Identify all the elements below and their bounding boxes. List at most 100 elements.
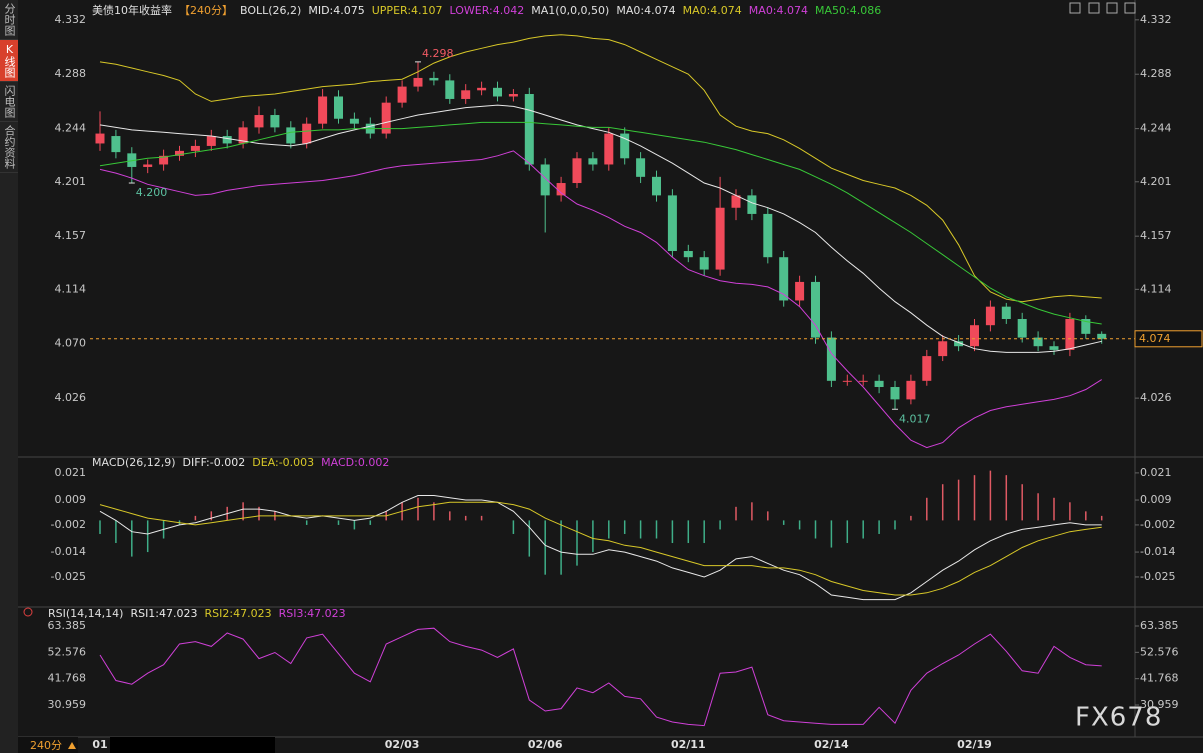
candle-body (588, 158, 598, 165)
candle-body (477, 87, 487, 91)
candle-body (1001, 306, 1011, 320)
candle-body (731, 195, 741, 208)
settings-icon[interactable] (23, 607, 33, 617)
legend-item: RSI1:47.023 (130, 607, 197, 620)
candle-body (429, 77, 439, 81)
y-tick-label-right: 63.385 (1140, 619, 1179, 632)
y-tick-label-right: 4.114 (1140, 282, 1172, 295)
y-tick-label: 0.009 (55, 493, 87, 506)
candle-body (572, 158, 582, 184)
legend-item: MACD(26,12,9) (92, 456, 176, 469)
y-tick-label: 4.244 (55, 122, 87, 135)
legend-item: MA1(0,0,0,50) (531, 4, 609, 17)
candle-body (811, 281, 820, 338)
candle-body (318, 96, 328, 124)
sidebar-tab[interactable]: K线图 (0, 40, 18, 82)
period-arrow[interactable] (68, 742, 76, 749)
y-tick-label-right: 4.026 (1140, 391, 1172, 404)
candle-body (747, 195, 757, 214)
button[interactable] (1069, 2, 1081, 14)
annotation-label: 4.017 (899, 412, 931, 425)
candle-body (795, 281, 805, 301)
candle-body (1049, 346, 1059, 350)
button[interactable] (1106, 2, 1118, 14)
indicator-line (99, 627, 1102, 727)
candle-body (159, 155, 169, 165)
indicator-line (99, 34, 1102, 303)
candle-body (143, 164, 153, 167)
candle-body (874, 380, 884, 388)
y-tick-label-right: 30.959 (1140, 698, 1179, 711)
candle-body (206, 136, 216, 146)
candle-body (381, 102, 391, 134)
legend-item: UPPER:4.107 (372, 4, 443, 17)
y-tick-label: 41.768 (48, 672, 87, 685)
candle-body (826, 337, 836, 381)
candle-body (779, 257, 789, 301)
legend-item: 美债10年收益率 (92, 3, 172, 17)
last-price-box (1134, 330, 1203, 348)
candle-body (127, 153, 137, 167)
sidebar: 分时图 K线图 闪电图 合约资料 (0, 0, 18, 753)
candle-body (349, 118, 359, 124)
sidebar-tab[interactable]: 合约资料 (0, 122, 18, 173)
indicator-line (99, 104, 1102, 353)
sidebar-tab[interactable]: 分时图 (0, 0, 18, 40)
legend-item: 【240分】 (179, 4, 233, 17)
y-tick-label: 4.288 (55, 67, 87, 80)
x-tick-label: 02/03 (385, 738, 420, 751)
candle-body (763, 213, 773, 258)
x-tick-label: 02/06 (528, 738, 563, 751)
candle-body (1033, 337, 1043, 347)
indicator-line (99, 495, 1102, 601)
y-tick-label-right: 4.201 (1140, 175, 1172, 188)
legend-item: BOLL(26,2) (240, 4, 301, 17)
y-tick-label-right: 4.332 (1140, 13, 1172, 26)
candle-body (954, 341, 964, 347)
y-tick-label: 4.201 (55, 175, 87, 188)
candle-body (890, 387, 900, 400)
candle-body (493, 87, 502, 97)
y-tick-label-right: -0.002 (1140, 518, 1175, 531)
candle-body (1081, 319, 1091, 334)
legend-item: DEA:-0.003 (252, 456, 314, 469)
candle-body (652, 176, 661, 196)
legend-item: MA0:4.074 (616, 4, 675, 17)
candle-body (842, 380, 852, 382)
y-tick-label-right: -0.025 (1140, 570, 1175, 583)
candle-body (524, 94, 534, 165)
candle-body (540, 164, 550, 196)
candle-body (334, 96, 343, 119)
legend-item: LOWER:4.042 (450, 4, 525, 17)
y-tick-label-right: 52.576 (1140, 645, 1179, 658)
period-box[interactable] (18, 737, 78, 753)
candle-body (302, 123, 312, 144)
candle-body (970, 325, 979, 347)
candle-body (95, 133, 105, 144)
y-tick-label: 30.959 (48, 698, 87, 711)
candle-body (604, 133, 614, 165)
y-tick-label: 4.332 (55, 13, 87, 26)
candle-body (397, 86, 407, 103)
button[interactable] (1088, 2, 1100, 14)
candle-body (445, 80, 455, 99)
candle-body (461, 90, 471, 99)
legend-item: DIFF:-0.002 (183, 456, 246, 469)
button[interactable] (1124, 2, 1136, 14)
y-tick-label-right: 4.157 (1140, 229, 1172, 242)
candle-body (254, 115, 264, 128)
candle-body (938, 341, 948, 357)
y-tick-label: -0.002 (51, 518, 86, 531)
legend-item: RSI2:47.023 (205, 607, 272, 620)
legend-item: MA50:4.086 (815, 4, 881, 17)
legend-item: MACD:0.002 (321, 456, 389, 469)
period-button[interactable]: 240分 (30, 739, 62, 752)
window-buttons[interactable] (1069, 2, 1136, 14)
y-tick-label-right: 41.768 (1140, 672, 1179, 685)
y-tick-label: 4.157 (55, 229, 87, 242)
legend-item: RSI(14,14,14) (48, 607, 123, 620)
candle-body (111, 136, 121, 153)
sidebar-tab[interactable]: 闪电图 (0, 82, 18, 122)
candle-body (238, 127, 248, 144)
